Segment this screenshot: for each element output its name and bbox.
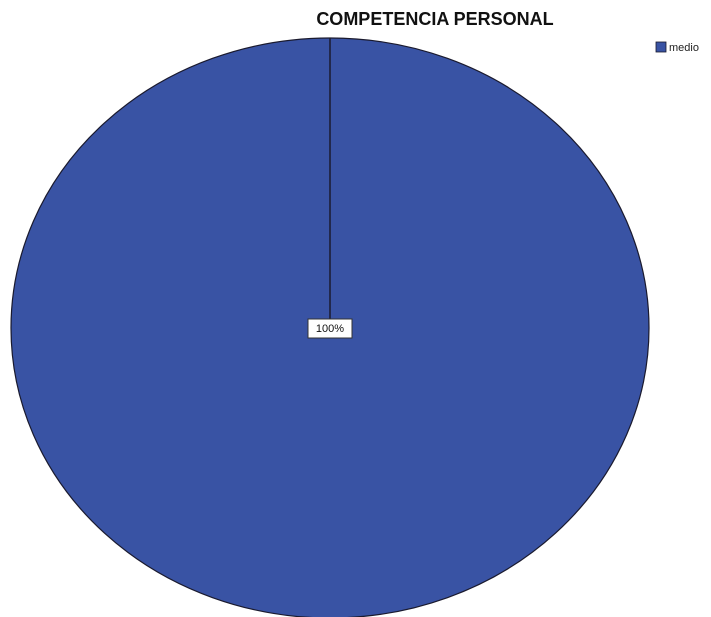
data-label-100: 100%	[307, 318, 353, 339]
chart-title: COMPETENCIA PERSONAL	[316, 9, 553, 29]
legend-label-medio: medio	[669, 42, 699, 54]
legend: medio	[655, 41, 699, 54]
data-label-box	[307, 318, 353, 339]
data-label-text: 100%	[316, 323, 344, 335]
legend-swatch-medio	[655, 41, 667, 53]
